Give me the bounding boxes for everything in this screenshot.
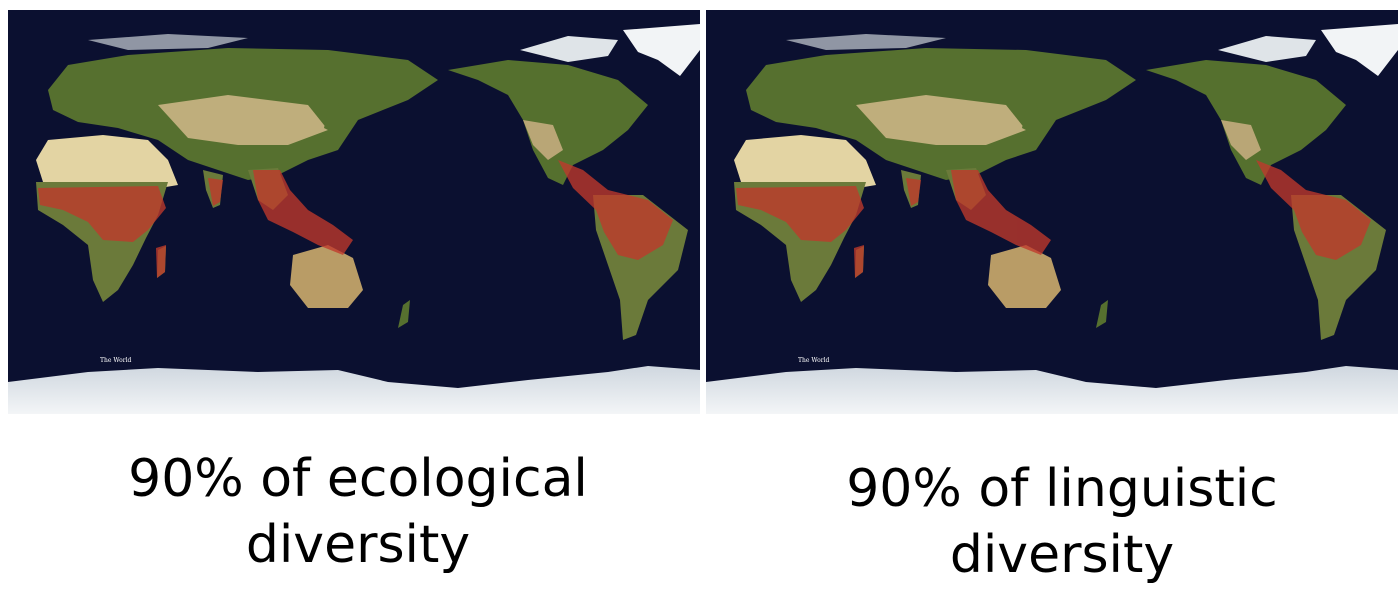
world-map-linguistic: The World [706, 10, 1398, 414]
caption-line-2: diversity [949, 525, 1175, 585]
linguistic-diversity-map: The World [706, 10, 1398, 414]
map-label: The World [100, 357, 131, 364]
caption-line-2: diversity [245, 515, 471, 575]
linguistic-diversity-caption: 90% of linguistic diversity [712, 456, 1400, 588]
caption-line-1: 90% of ecological [128, 449, 588, 509]
caption-line-1: 90% of linguistic [846, 459, 1278, 519]
map-label: The World [798, 357, 829, 364]
world-map-ecological: The World [8, 10, 700, 414]
ecological-diversity-caption: 90% of ecological diversity [8, 446, 708, 578]
ecological-diversity-map: The World [8, 10, 700, 414]
